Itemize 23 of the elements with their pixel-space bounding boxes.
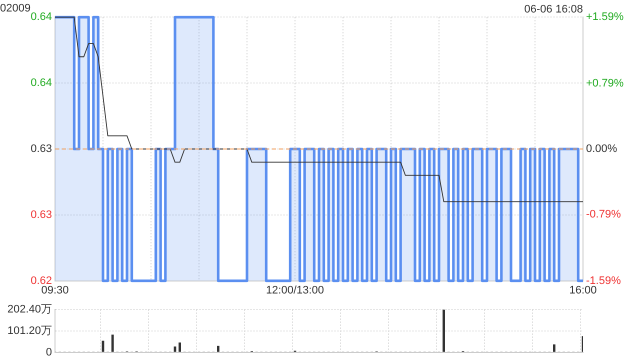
y-tick-label: 0	[46, 346, 52, 358]
bar	[111, 334, 114, 352]
bar	[442, 310, 445, 352]
chart-title: 02009	[0, 2, 31, 15]
y2-tick-label: -1.59%	[586, 274, 622, 287]
bar	[553, 344, 556, 352]
text: 06-06 16:08	[524, 4, 583, 16]
y2-tick-label: +1.59%	[586, 11, 624, 24]
y-tick-label: 0.63	[30, 143, 52, 156]
x-tick-label: 12:00/13:00	[266, 284, 324, 296]
y-tick-label: 0.63	[30, 208, 52, 221]
y-tick-label: 0.64	[30, 77, 52, 90]
y-tick-label: 0.62	[30, 274, 52, 287]
y2-tick-label: +0.79%	[586, 78, 624, 90]
y2-tick-label: 0.00%	[586, 143, 618, 156]
x-tick-label: 16:00	[569, 284, 597, 296]
bar	[217, 346, 220, 352]
y-tick-label: 0.64	[30, 11, 52, 24]
y2-tick-label: -0.79%	[586, 208, 622, 221]
y-tick-label: 101.20万	[7, 325, 52, 338]
bar	[178, 342, 181, 352]
x-tick-label: 09:30	[41, 284, 69, 296]
y-tick-label: 202.40万	[7, 304, 52, 316]
